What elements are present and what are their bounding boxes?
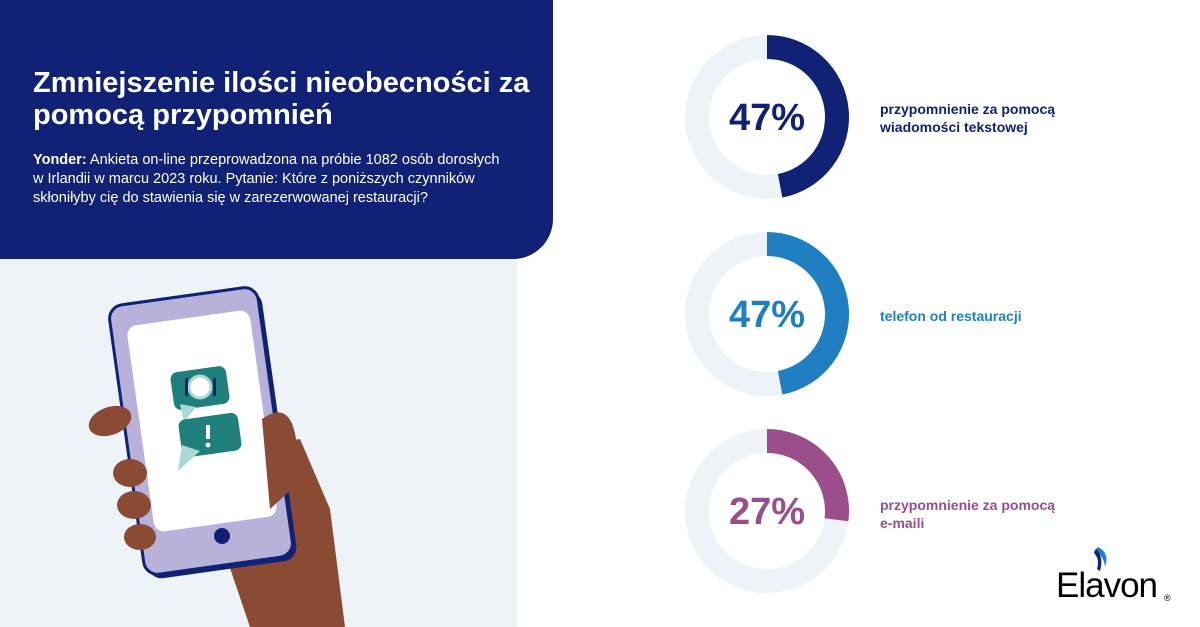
donut-arc	[766, 429, 849, 522]
page-title: Zmniejszenie ilości nieobecności za pomo…	[33, 67, 530, 131]
phone-in-hand-illustration	[88, 286, 345, 627]
plate-cutlery-icon	[170, 366, 230, 422]
label-phone-call: telefon od restauracji	[880, 308, 1022, 324]
donut-value: 47%	[729, 294, 805, 336]
header-panel: Zmniejszenie ilości nieobecności za pomo…	[0, 0, 553, 259]
elavon-logo: Elavon	[1056, 566, 1158, 605]
donut-arc	[766, 232, 849, 395]
donut-value: 47%	[729, 97, 805, 139]
fingers-icon	[88, 405, 296, 550]
registered-mark: ®	[1164, 593, 1171, 603]
exclamation-icon	[178, 412, 242, 471]
elavon-logo-mark	[1094, 547, 1107, 571]
survey-source: Yonder:	[33, 152, 87, 168]
donut-chart-email-reminder: 27%	[685, 429, 849, 593]
donut-chart-text-reminder: 47%	[685, 35, 849, 199]
label-text-reminder: przypomnienie za pomocą wiadomości tekst…	[880, 101, 1056, 135]
donut-arc	[766, 35, 849, 198]
survey-text: Ankieta on-line przeprowadzona na próbie…	[33, 152, 500, 206]
donut-chart-phone-call: 47%	[685, 232, 849, 396]
donut-value: 27%	[729, 491, 805, 533]
survey-description: Yonder: Ankieta on-line przeprowadzona n…	[33, 151, 503, 208]
label-email-reminder: przypomnienie za pomocą e-maili	[880, 497, 1056, 531]
